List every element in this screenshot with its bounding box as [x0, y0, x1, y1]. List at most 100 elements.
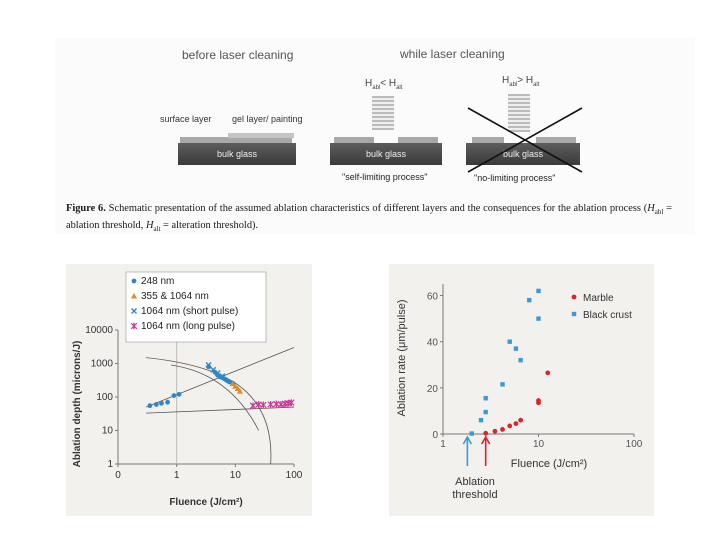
data-point: [536, 398, 541, 403]
data-point: [536, 316, 541, 321]
chart-ablation-rate-svg: 1 10 100 0 20 40 60 Fluence (J/cm²) Ablation rat…: [396, 284, 643, 501]
data-point: [229, 380, 236, 387]
y-tick-label: 60: [427, 292, 439, 303]
surface-layer-remaining-3l: [472, 137, 504, 143]
data-point: [483, 409, 488, 415]
y-tick-label: 40: [427, 338, 439, 349]
data-point: [483, 396, 488, 401]
heading-while-laser-cleaning: while laser cleaning: [400, 47, 505, 61]
data-point: [507, 339, 512, 344]
legend-marker: [131, 308, 137, 314]
surface-layer-remaining-left: [334, 137, 374, 143]
legend-marker: [571, 294, 577, 300]
legend-marker: [131, 293, 137, 299]
data-point: [500, 426, 505, 432]
data-point: [176, 391, 182, 397]
x-tick-label: 100: [286, 470, 303, 481]
trend-curve-falling-1: [145, 357, 272, 465]
legend-marker: [130, 322, 138, 330]
chart-ablation-rate: 1 10 100 0 20 40 60 Fluence (J/cm²) Ablation rat…: [389, 264, 654, 516]
label-surface-layer: surface layer: [160, 114, 212, 124]
y-tick-label: 1000: [91, 359, 114, 370]
data-point: [545, 370, 551, 376]
y-axis-label: Ablation depth (microns/J): [72, 341, 83, 468]
annotation-ablation-threshold: Ablation: [455, 476, 495, 488]
data-point: [236, 388, 243, 394]
data-point: [483, 430, 489, 436]
y-tick-label: 20: [427, 384, 439, 395]
data-point: [492, 428, 498, 434]
legend-label: Black crust: [583, 310, 632, 321]
x-tick-label: 10: [533, 439, 545, 450]
data-point: [267, 401, 274, 408]
legend-marker: [571, 311, 577, 317]
data-point: [260, 401, 267, 409]
y-tick-label: 10000: [85, 325, 113, 336]
threshold-arrow-blue: [462, 435, 473, 466]
x-tick-label: 0: [115, 470, 121, 481]
y-tick-label: 100: [96, 392, 113, 403]
data-point: [507, 423, 513, 429]
data-point: [513, 346, 519, 351]
data-point: [219, 373, 226, 380]
threshold-label-1: Habl< Halt: [365, 78, 403, 91]
threshold-arrow-red: [481, 435, 491, 466]
x-tick-label: 1: [440, 439, 446, 450]
y-tick-label: 1: [107, 459, 113, 470]
bulk-glass-1: bulk glass: [178, 143, 296, 165]
figure-6-panel: [55, 38, 695, 234]
label-gel-layer: gel layer/ painting: [232, 114, 303, 124]
data-point: [159, 400, 164, 406]
data-point: [165, 399, 170, 405]
surface-layer-remaining-3r: [536, 137, 576, 143]
laser-beam-1: [372, 96, 394, 130]
data-point: [205, 362, 212, 369]
x-tick-label: 10: [230, 470, 242, 481]
y-axis-label: Ablation rate (μm/pulse): [396, 300, 408, 417]
bulk-glass-2: bulk glass: [330, 143, 442, 165]
data-point: [478, 417, 484, 423]
data-point: [214, 370, 221, 377]
x-tick-label: 100: [626, 439, 643, 450]
data-point: [518, 417, 524, 423]
threshold-label-2: Habl> Halt: [502, 75, 540, 88]
data-point: [210, 366, 217, 373]
data-point: [518, 357, 523, 363]
data-point: [527, 297, 532, 303]
crossed-out-x: [467, 107, 583, 173]
x-tick-label: 1: [174, 470, 180, 481]
legend-label: 248 nm: [141, 276, 174, 287]
legend-label: 1064 nm (long pulse): [141, 321, 235, 332]
trend-line-flat: [145, 406, 295, 414]
laser-beam-2: [508, 94, 530, 132]
data-point: [536, 288, 541, 294]
self-limiting-process-label: "self-limiting process": [342, 172, 428, 182]
data-point: [513, 421, 519, 427]
data-point: [469, 431, 474, 436]
y-tick-label: 10: [102, 426, 114, 437]
legend-label: 1064 nm (short pulse): [141, 306, 238, 317]
bulk-glass-3: bulk glass: [466, 143, 580, 165]
surface-layer-strip: [180, 137, 292, 143]
x-axis-label: Fluence (J/cm²): [169, 497, 242, 508]
figure-6-caption: Figure 6. Schematic presentation of the …: [66, 203, 672, 234]
gel-layer-strip: [228, 133, 294, 138]
legend-box: [125, 271, 267, 343]
chart-ablation-depth: 0 1 10 100 1 10 100 1000 10000 Fluence (J/cm²) Abl…: [66, 264, 312, 516]
data-point: [171, 393, 177, 399]
heading-before-laser-cleaning: before laser cleaning: [182, 48, 294, 62]
legend-label: Marble: [583, 293, 614, 304]
annotation-ablation-threshold: threshold: [452, 489, 497, 501]
y-tick-label: 0: [432, 430, 438, 441]
x-axis-label: Fluence (J/cm²): [511, 458, 587, 470]
data-point: [500, 382, 505, 387]
legend-label: 355 & 1064 nm: [141, 291, 209, 302]
surface-layer-remaining-right: [398, 137, 438, 143]
trend-curve-falling-2: [170, 364, 260, 431]
data-point: [153, 402, 159, 407]
legend-marker: [131, 278, 137, 284]
no-limiting-process-label: "no-limiting process": [474, 173, 556, 183]
data-point: [288, 399, 295, 407]
data-point: [147, 403, 153, 409]
